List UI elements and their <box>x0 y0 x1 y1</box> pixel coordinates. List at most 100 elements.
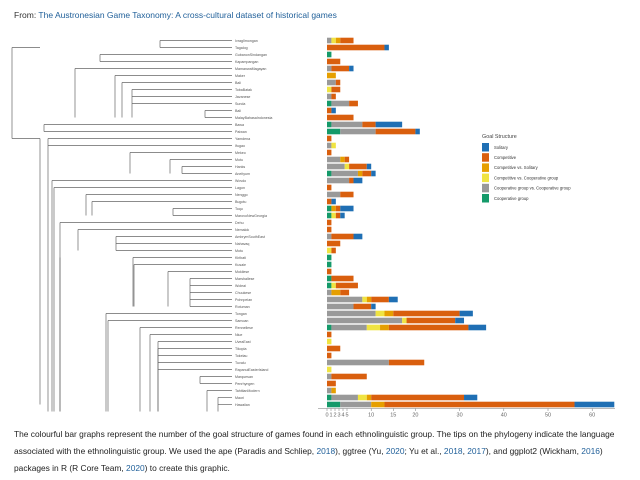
tip-label: Wovdo <box>235 179 246 183</box>
bar-segment-competitive <box>327 268 332 275</box>
bar-segment-solitary <box>464 394 478 401</box>
legend-label: Solitary <box>494 145 509 150</box>
tip-label: UveaEast <box>235 340 251 344</box>
legend-swatch <box>482 183 489 193</box>
article-link[interactable]: The Austronesian Game Taxonomy: A cross-… <box>38 10 337 20</box>
tip-label: Rotuman <box>235 305 250 309</box>
bar-segment-cooperative-group-vs-cooperative-group <box>327 310 376 317</box>
bar-segment-cooperative-group <box>327 394 332 401</box>
bar-segment-competitive <box>331 247 336 254</box>
tip-label: Chuukese <box>235 291 251 295</box>
bar-segment-solitary <box>415 128 420 135</box>
bar-segment-competitive-vs-solitary <box>366 296 372 303</box>
bar-segment-cooperative-group <box>327 324 332 331</box>
bar-segment-cooperative-group-vs-cooperative-group <box>331 100 350 107</box>
x-tick-label: 3 <box>337 413 340 419</box>
phylogenetic-tree <box>11 40 232 412</box>
source-prefix: From: <box>14 10 39 20</box>
bar-segment-competitive-vs-cooperative-group <box>327 247 332 254</box>
tip-label: Hanks <box>235 165 245 169</box>
bar-segment-competitive-vs-cooperative-group <box>331 37 336 44</box>
bar-segment-competitive <box>327 107 332 114</box>
bar-segment-solitary <box>468 324 487 331</box>
x-axis: 0 1 2 3 4 5 10 15 20 30 40 50 60 <box>318 408 615 419</box>
tip-label: Rennellese <box>235 326 253 330</box>
legend-label: Competitive vs. Cooperative group <box>494 175 559 180</box>
bar-segment-cooperative-group-vs-cooperative-group <box>327 142 332 149</box>
bar-segment-solitary <box>331 107 336 114</box>
x-tick-label: 60 <box>589 413 595 419</box>
tip-label: Kiribati <box>235 256 246 260</box>
bar-segment-cooperative-group-vs-cooperative-group <box>327 359 389 366</box>
citation-link[interactable]: 2016 <box>581 446 600 456</box>
bar-segment-competitive <box>327 58 341 65</box>
bar-segment-competitive <box>349 177 354 184</box>
bar-segment-solitary <box>340 212 345 219</box>
bar-segment-competitive <box>327 149 332 156</box>
bar-segment-cooperative-group <box>327 100 332 107</box>
citation-link[interactable]: 2017 <box>467 446 486 456</box>
bar-segment-competitive-vs-solitary <box>340 156 345 163</box>
bar-segment-cooperative-group-vs-cooperative-group <box>327 317 403 324</box>
tip-label: Kusaie <box>235 263 246 267</box>
tip-label: Tagalog <box>235 46 248 50</box>
tip-label: Kapampangan <box>235 60 258 64</box>
x-tick-label: 15 <box>390 413 396 419</box>
tip-label: Tikopia <box>235 347 246 351</box>
bar-segment-cooperative-group <box>327 121 332 128</box>
tip-label: Maker <box>235 74 246 78</box>
bar-segment-solitary <box>353 177 363 184</box>
bar-segment-competitive <box>371 394 465 401</box>
bar-segment-solitary <box>366 163 372 170</box>
bar-segment-cooperative-group-vs-cooperative-group <box>327 303 354 310</box>
citation-link[interactable]: 2018 <box>316 446 336 456</box>
bar-segment-competitive-vs-cooperative-group <box>331 212 336 219</box>
bar-segment-cooperative-group-vs-cooperative-group <box>327 37 332 44</box>
tip-label: Nahavaq <box>235 242 249 246</box>
citation-link[interactable]: 2020 <box>126 463 145 473</box>
tip-label: Penrhyngen <box>235 382 254 386</box>
tip-label: IvragIlmongan <box>235 39 258 43</box>
x-tick-label: 30 <box>457 413 463 419</box>
tip-label: Paiwan <box>235 130 247 134</box>
bar-segment-competitive-vs-solitary <box>327 72 336 79</box>
x-tick-label: 2 <box>333 413 336 419</box>
bar-segment-competitive-vs-solitary <box>357 170 363 177</box>
bar-segment-cooperative-group-vs-cooperative-group <box>331 324 367 331</box>
bar-segment-solitary <box>375 121 403 128</box>
legend-label: Cooperative group vs. Cooperative group <box>494 186 571 191</box>
bar-segment-solitary <box>574 401 615 408</box>
tip-label: Mekeo <box>235 151 246 155</box>
bar-segment-cooperative-group-vs-cooperative-group <box>327 93 332 100</box>
legend-swatch <box>482 173 489 183</box>
bar-segment-competitive-vs-solitary <box>331 289 341 296</box>
bar-segment-cooperative-group-vs-cooperative-group <box>327 156 341 163</box>
bar-segment-competitive <box>331 93 336 100</box>
bar-segment-competitive <box>375 128 416 135</box>
bar-segment-cooperative-group-vs-cooperative-group <box>340 128 376 135</box>
caption-text: , <box>462 446 468 456</box>
citation-link[interactable]: 2020 <box>385 446 405 456</box>
bar-segment-cooperative-group <box>327 170 332 177</box>
bar-segment-competitive-vs-cooperative-group <box>344 163 350 170</box>
bar-segment-cooperative-group <box>327 401 341 408</box>
legend-label: Competitive <box>494 155 517 160</box>
bar-segment-competitive <box>353 303 372 310</box>
bar-segment-competitive-vs-cooperative-group <box>366 324 381 331</box>
bar-segment-cooperative-group-vs-cooperative-group <box>327 65 332 72</box>
tip-label: Aneityum <box>235 172 250 176</box>
bar-segment-competitive <box>327 352 332 359</box>
citation-link[interactable]: 2018 <box>443 446 463 456</box>
bar-segment-competitive <box>335 79 341 86</box>
bar-segment-competitive <box>371 296 389 303</box>
bar-segment-solitary <box>340 205 354 212</box>
bar-segment-cooperative-group-vs-cooperative-group <box>327 296 363 303</box>
x-tick-label: 0 <box>325 413 328 419</box>
caption-text: The colourful bar graphs represent the n… <box>14 429 615 456</box>
caption-text: ), ggtree (Yu, <box>335 446 386 456</box>
bar-segment-competitive-vs-solitary <box>380 324 389 331</box>
bar-segment-solitary <box>331 198 336 205</box>
bar-segment-competitive <box>362 170 372 177</box>
tip-labels: IvragIlmongan Tagalog GubanonSindangan Kapa… <box>235 39 272 407</box>
caption-text: ; Yu et al., <box>404 446 444 456</box>
